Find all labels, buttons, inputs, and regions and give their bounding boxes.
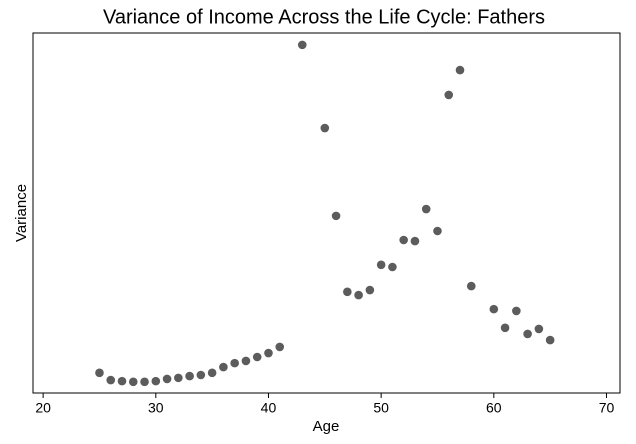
- point: [388, 262, 397, 272]
- point: [399, 235, 408, 245]
- chart-title: Variance of Income Across the Life Cycle…: [103, 6, 545, 28]
- point: [523, 329, 532, 339]
- point: [207, 368, 217, 378]
- point: [241, 356, 251, 366]
- point: [376, 260, 386, 270]
- point: [162, 374, 172, 384]
- x-tick-label: 30: [148, 400, 164, 416]
- x-tick-label: 60: [486, 400, 502, 416]
- point: [95, 368, 104, 378]
- x-tick-label: 50: [373, 400, 389, 416]
- x-tick-label: 20: [35, 400, 51, 416]
- point: [512, 306, 521, 316]
- point: [455, 65, 465, 75]
- point: [421, 204, 431, 214]
- point: [433, 226, 442, 236]
- plot-frame: [32, 32, 621, 394]
- y-axis-label: Variance: [13, 184, 30, 242]
- x-tick-label: 40: [261, 400, 277, 416]
- point: [275, 342, 285, 352]
- point: [343, 287, 352, 297]
- point: [252, 352, 262, 362]
- point: [117, 376, 127, 386]
- point: [297, 40, 307, 50]
- x-tick-label: 70: [599, 400, 615, 416]
- point: [331, 211, 341, 221]
- point: [264, 348, 273, 358]
- point: [444, 90, 454, 100]
- point: [140, 377, 149, 387]
- point: [466, 281, 476, 291]
- point: [410, 236, 420, 246]
- point: [320, 123, 330, 133]
- point: [354, 290, 363, 300]
- point: [500, 323, 510, 333]
- point: [185, 371, 194, 381]
- point: [230, 358, 239, 368]
- point: [545, 335, 555, 345]
- point: [174, 373, 183, 383]
- point: [219, 362, 228, 372]
- point: [196, 370, 206, 380]
- point: [106, 375, 116, 385]
- point: [489, 304, 499, 314]
- point: [151, 376, 161, 386]
- point: [365, 285, 375, 295]
- point: [128, 377, 138, 387]
- x-axis-label: Age: [313, 418, 340, 435]
- point: [534, 324, 544, 334]
